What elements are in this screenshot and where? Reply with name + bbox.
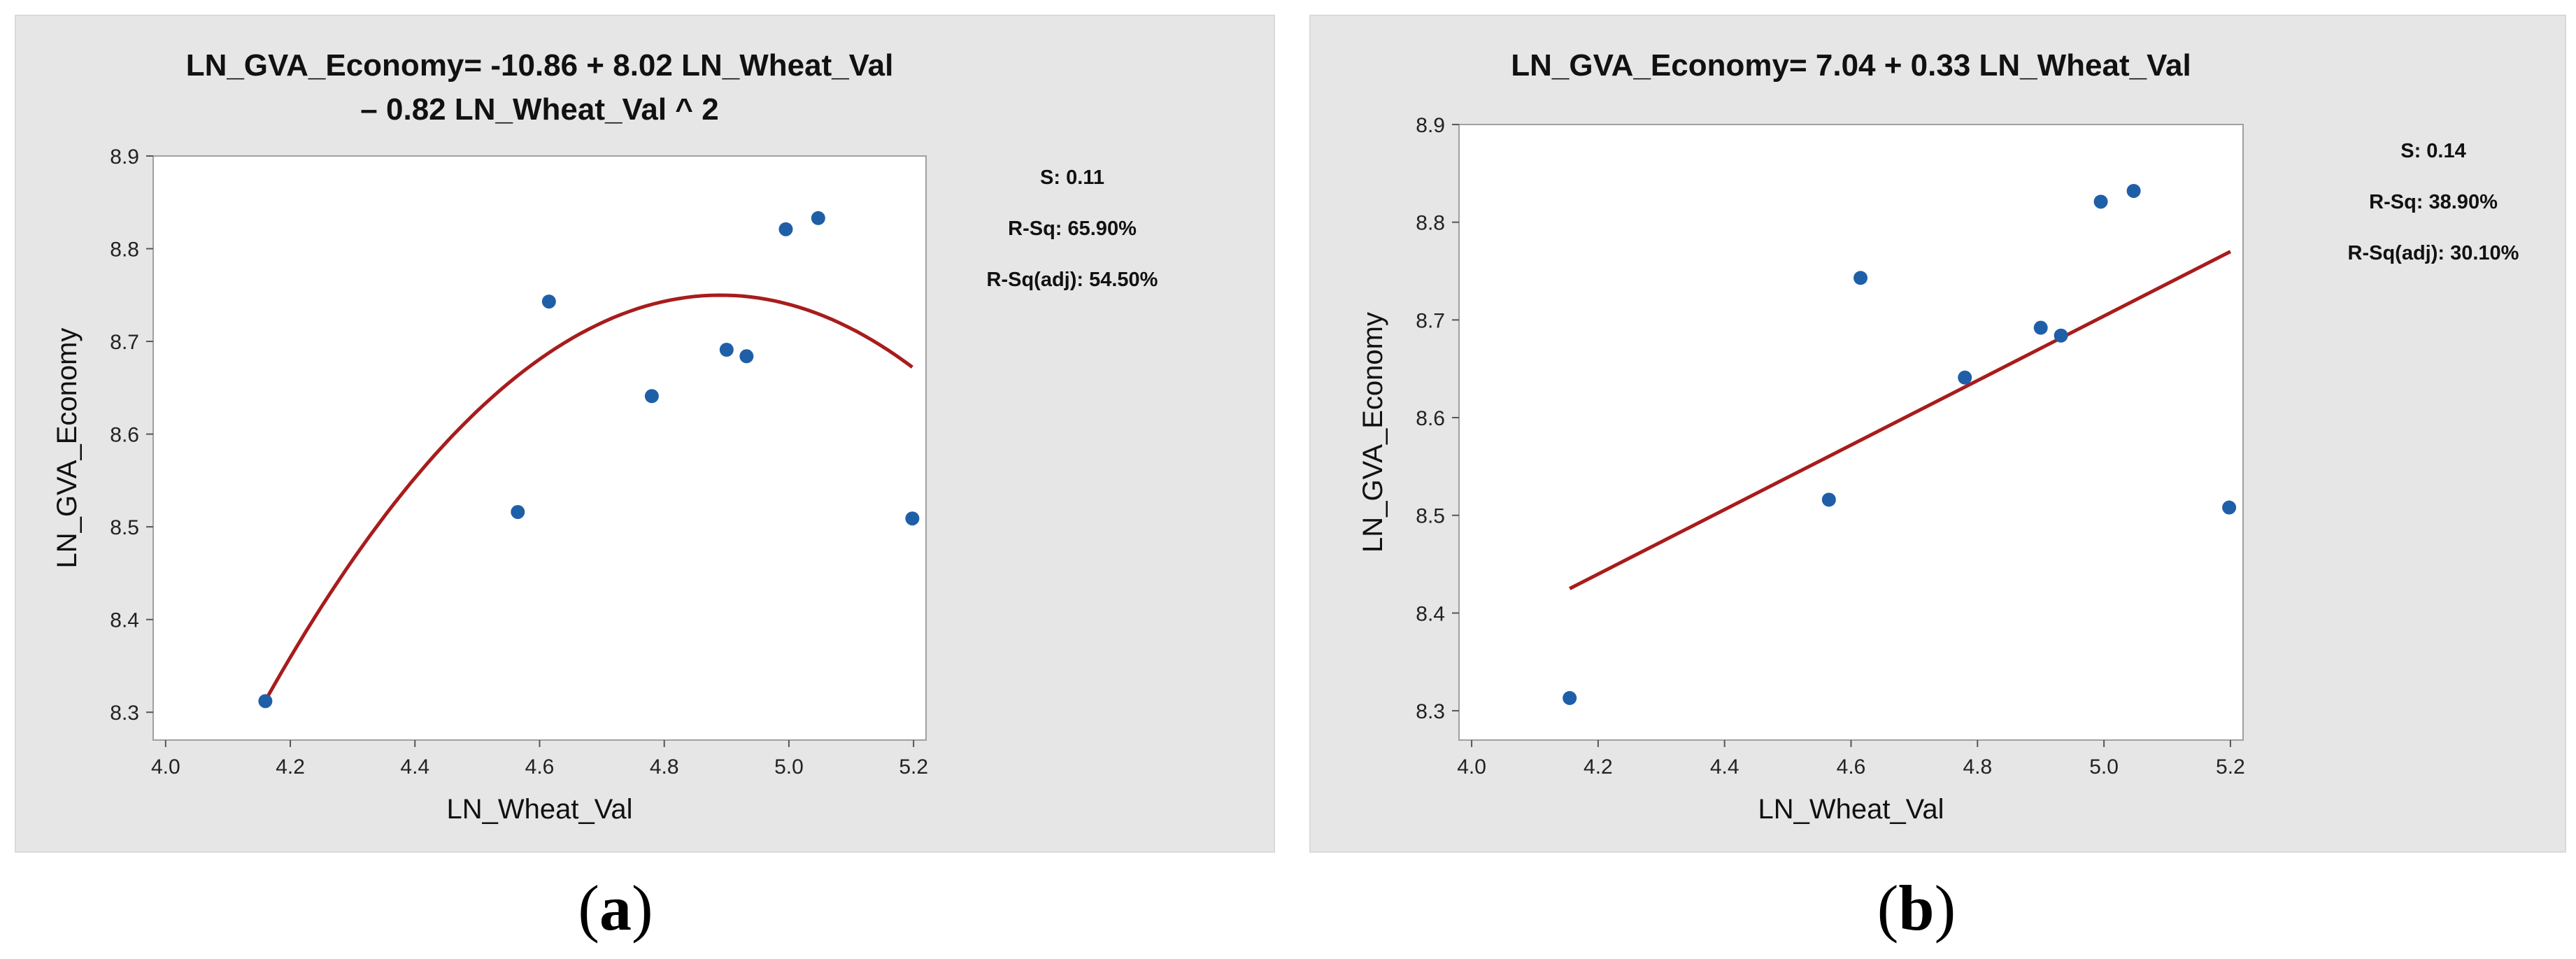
chart-b-x-axis-label: LN_Wheat_Val — [1758, 794, 1944, 825]
chart-b-stat-text: S: 0.14 — [2400, 140, 2466, 162]
chart-a-stat-text: S: 0.11 — [1040, 166, 1104, 189]
chart-a-x-tick-label: 4.2 — [276, 755, 305, 779]
chart-b-stat-text: R-Sq(adj): 30.10% — [2348, 242, 2519, 264]
chart-a-y-tick-label: 8.9 — [110, 145, 139, 169]
chart-a-data-point — [905, 511, 920, 526]
chart-b-data-point — [2126, 183, 2141, 198]
chart-a-title-line: – 0.82 LN_Wheat_Val ^ 2 — [360, 92, 718, 127]
chart-a-x-tick-label: 5.2 — [899, 755, 928, 779]
chart-b-y-axis-label: LN_GVA_Economy — [1358, 312, 1388, 553]
chart-b-x-tick-label: 4.6 — [1837, 755, 1866, 779]
chart-a-stat-text: R-Sq(adj): 54.50% — [987, 269, 1158, 291]
chart-a-y-tick-label: 8.8 — [110, 239, 139, 262]
chart-a-x-axis-label: LN_Wheat_Val — [446, 794, 632, 825]
chart-a-data-point — [258, 694, 273, 709]
chart-b-x-tick-label: 4.4 — [1710, 755, 1739, 779]
chart-a-y-axis-label: LN_GVA_Economy — [52, 328, 83, 569]
caption-b-letter: b — [1898, 872, 1935, 944]
chart-b-data-point — [1563, 690, 1577, 705]
chart-a-data-point — [541, 294, 556, 309]
chart-a-plot-area — [152, 155, 927, 741]
chart-b-x-tick-label: 4.2 — [1584, 755, 1613, 779]
caption-a-letter: a — [599, 872, 632, 944]
chart-b-data-point — [2222, 500, 2237, 515]
chart-a-data-point — [511, 504, 525, 519]
chart-b-y-tick-label: 8.5 — [1416, 505, 1445, 528]
chart-b-y-tick-label: 8.8 — [1416, 212, 1445, 235]
chart-b-data-point — [2054, 328, 2068, 343]
chart-b-data-point — [1821, 492, 1836, 507]
chart-a-data-point — [739, 349, 754, 364]
chart-a-data-point — [644, 389, 659, 404]
chart-a-x-tick-label: 5.0 — [774, 755, 804, 779]
chart-b-x-tick-label: 4.0 — [1457, 755, 1486, 779]
chart-panel-b: LN_GVA_Economy= 7.04 + 0.33 LN_Wheat_Val… — [1309, 15, 2566, 853]
chart-b-x-tick-label: 4.8 — [1963, 755, 1992, 779]
chart-b-y-tick-label: 8.7 — [1416, 309, 1445, 332]
chart-a-svg: LN_GVA_Economy= -10.86 + 8.02 LN_Wheat_V… — [52, 48, 1158, 825]
chart-b-plot-area — [1458, 124, 2244, 741]
chart-b-data-point — [1853, 271, 1868, 285]
chart-a-data-point — [778, 222, 793, 236]
chart-a-stat-text: R-Sq: 65.90% — [1008, 218, 1137, 240]
chart-b-x-tick-label: 5.0 — [2089, 755, 2119, 779]
chart-a-y-tick-label: 8.3 — [110, 702, 139, 725]
chart-a-y-tick-label: 8.4 — [110, 609, 139, 632]
chart-a-title-line: LN_GVA_Economy= -10.86 + 8.02 LN_Wheat_V… — [186, 48, 894, 83]
caption-a: (a) — [578, 872, 653, 944]
chart-b-y-tick-label: 8.4 — [1416, 602, 1445, 625]
chart-a-y-tick-label: 8.7 — [110, 331, 139, 354]
chart-panel-a: LN_GVA_Economy= -10.86 + 8.02 LN_Wheat_V… — [15, 15, 1275, 853]
chart-a-x-tick-label: 4.4 — [400, 755, 429, 779]
chart-b-y-tick-label: 8.6 — [1416, 407, 1445, 430]
chart-a-x-tick-label: 4.6 — [525, 755, 555, 779]
chart-b-fit-line — [1569, 250, 2232, 590]
chart-b-data-point — [1958, 370, 1972, 385]
chart-b-y-tick-label: 8.3 — [1416, 700, 1445, 723]
chart-a-x-tick-label: 4.8 — [650, 755, 679, 779]
chart-b-stat-text: R-Sq: 38.90% — [2369, 191, 2498, 213]
chart-b-y-tick-label: 8.9 — [1416, 114, 1445, 137]
chart-a-data-point — [811, 211, 825, 225]
chart-b-title-line: LN_GVA_Economy= 7.04 + 0.33 LN_Wheat_Val — [1511, 48, 2191, 83]
chart-b-data-point — [2033, 320, 2048, 335]
caption-b: (b) — [1877, 872, 1956, 944]
chart-a-y-tick-label: 8.5 — [110, 516, 139, 539]
chart-a-fit-line — [264, 293, 913, 702]
chart-a-y-tick-label: 8.6 — [110, 424, 139, 447]
chart-a-data-point — [719, 343, 734, 357]
chart-b-x-tick-label: 5.2 — [2216, 755, 2245, 779]
chart-a-x-tick-label: 4.0 — [151, 755, 180, 779]
chart-b-svg: LN_GVA_Economy= 7.04 + 0.33 LN_Wheat_Val… — [1358, 48, 2519, 825]
chart-b-data-point — [2093, 194, 2108, 209]
